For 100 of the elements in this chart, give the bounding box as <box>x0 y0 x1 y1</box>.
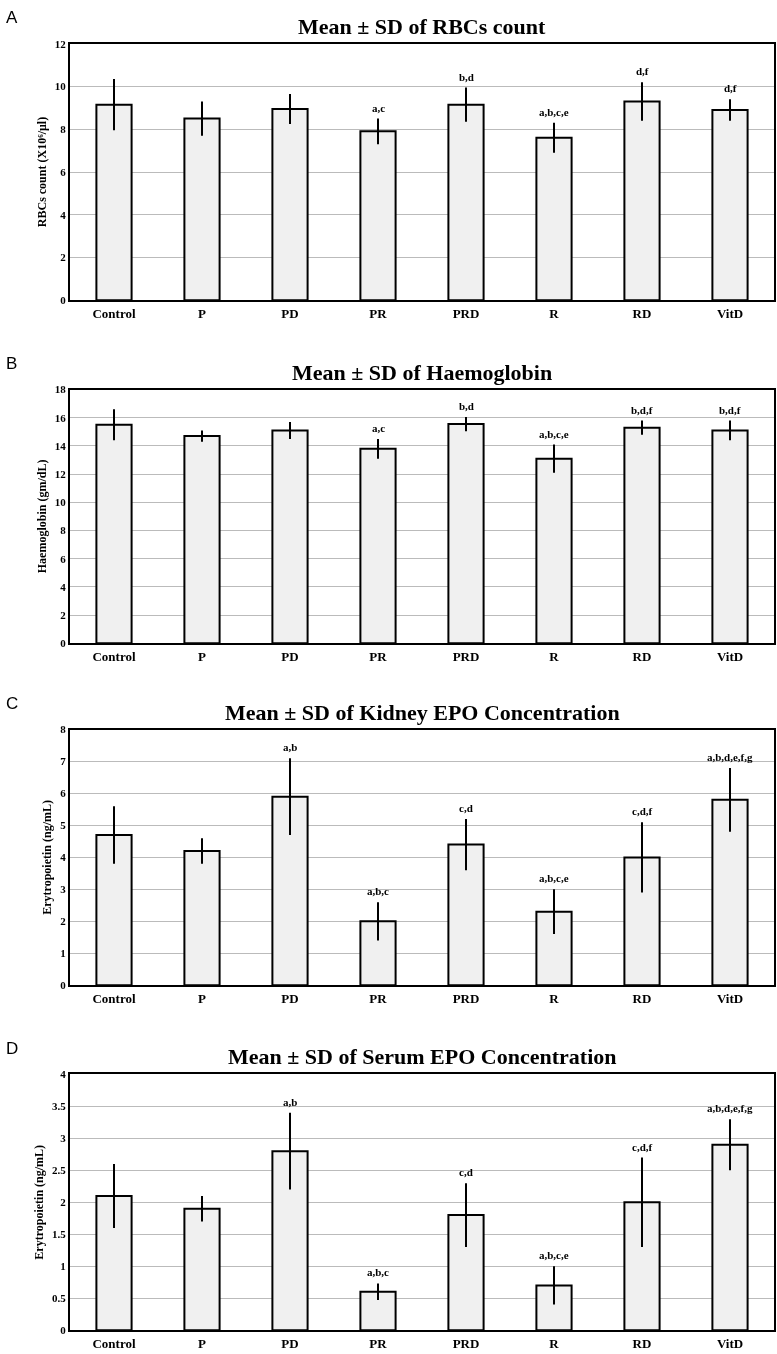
y-tick-label: 8 <box>60 524 67 537</box>
annotation: d,f <box>636 65 649 77</box>
x-tick-label: VitD <box>716 990 744 1006</box>
x-tick-label: R <box>549 648 560 664</box>
x-tick-label: Control <box>92 1335 136 1351</box>
x-tick-label: RD <box>632 305 652 321</box>
y-tick-label: 3 <box>60 1132 67 1145</box>
y-tick-label: 4 <box>60 851 67 864</box>
chart-title: Mean ± SD of Serum EPO Concentration <box>228 1044 617 1069</box>
x-tick-label: VitD <box>716 1335 744 1351</box>
x-tick-label: PD <box>281 1335 299 1351</box>
annotation: b,d <box>459 400 474 412</box>
y-tick-label: 7 <box>60 755 67 768</box>
annotation: a,b <box>283 741 298 753</box>
text: B <box>6 354 18 373</box>
chart-title: Mean ± SD of RBCs count <box>298 14 547 39</box>
y-tick-label: 10 <box>54 496 67 509</box>
y-tick-label: 1.5 <box>52 1228 67 1241</box>
y-tick-label: 6 <box>60 787 67 800</box>
x-tick-label: PD <box>281 305 299 321</box>
y-tick-label: 18 <box>54 383 67 396</box>
y-tick-label: 5 <box>60 819 67 832</box>
y-tick-label: 1 <box>60 1260 66 1273</box>
text: D <box>6 1039 19 1058</box>
y-axis-title: Haemoglobin (gm/dL) <box>34 459 49 574</box>
annotation: c,d,f <box>632 1141 653 1153</box>
y-tick-label: 0 <box>60 637 67 650</box>
y-tick-label: 2.5 <box>52 1164 67 1177</box>
x-tick-label: R <box>549 305 560 321</box>
y-tick-label: 4 <box>60 208 67 221</box>
y-tick-label: 12 <box>54 37 67 50</box>
annotation: a,b,c,e <box>539 428 569 440</box>
y-axis-title: RBCs count (X10⁶/μl) <box>34 116 49 228</box>
x-tick-label: PRD <box>452 1335 480 1351</box>
y-tick-label: 12 <box>54 468 67 480</box>
annotation: a,b <box>283 1096 298 1108</box>
text: C <box>6 694 19 713</box>
annotation: a,c <box>372 102 386 114</box>
x-tick-label: PR <box>369 1335 388 1351</box>
y-tick-label: 2 <box>60 1196 67 1209</box>
y-tick-label: 0 <box>60 979 67 992</box>
y-tick-label: 8 <box>60 123 67 136</box>
chart-title: Mean ± SD of Haemoglobin <box>292 360 553 385</box>
y-tick-label: 16 <box>54 411 67 424</box>
x-tick-label: Control <box>92 305 136 321</box>
annotation: b,d <box>459 71 474 83</box>
x-tick-label: RD <box>632 1335 652 1351</box>
annotation: a,b,c,e <box>539 106 569 118</box>
y-axis-title: Erytropoietin (ng/mL) <box>40 800 55 915</box>
x-tick-label: PRD <box>452 990 480 1006</box>
y-tick-label: 0.5 <box>52 1292 67 1305</box>
y-tick-label: 4 <box>60 580 67 593</box>
x-tick-label: P <box>198 648 207 664</box>
x-tick-label: R <box>549 1335 560 1351</box>
x-tick-label: VitD <box>716 648 744 664</box>
annotation: b,d,f <box>719 404 741 416</box>
y-tick-label: 10 <box>54 80 67 93</box>
y-tick-label: 6 <box>60 165 67 178</box>
y-tick-label: 0 <box>60 1324 67 1337</box>
x-tick-label: RD <box>632 990 652 1006</box>
text: A <box>6 8 18 27</box>
y-tick-label: 3 <box>60 883 67 896</box>
annotation: a,c <box>372 422 386 434</box>
chart-title: Mean ± SD of Kidney EPO Concentration <box>225 700 620 725</box>
y-tick-label: 4 <box>60 1068 67 1081</box>
x-tick-label: PD <box>281 648 299 664</box>
x-tick-label: Control <box>92 648 136 664</box>
x-tick-label: PRD <box>452 648 480 664</box>
annotation: c,d <box>459 802 473 814</box>
x-tick-label: PR <box>369 990 388 1006</box>
x-tick-label: P <box>198 1335 207 1351</box>
y-tick-label: 2 <box>60 251 67 264</box>
annotation: a,b,c,e <box>539 1249 569 1261</box>
y-tick-label: 3.5 <box>52 1100 67 1113</box>
annotation: a,b,c <box>367 1266 390 1278</box>
annotation: a,b,c,e <box>539 872 569 884</box>
x-tick-label: Control <box>92 990 136 1006</box>
annotation: c,d,f <box>632 805 653 817</box>
x-tick-label: P <box>198 990 207 1006</box>
annotation: a,b,c <box>367 885 390 897</box>
y-axis-title: Erytropoietin (ng/mL) <box>31 1144 46 1260</box>
x-tick-label: P <box>198 305 207 321</box>
y-tick-label: 0 <box>60 294 67 307</box>
x-tick-label: RD <box>632 648 652 664</box>
annotation: a,b,d,e,f,g <box>707 1102 754 1114</box>
y-tick-label: 8 <box>60 723 67 736</box>
x-tick-label: R <box>549 990 560 1006</box>
y-tick-label: 2 <box>60 608 67 621</box>
y-tick-label: 1 <box>60 947 66 960</box>
annotation: a,b,d,e,f,g <box>707 751 754 763</box>
y-tick-label: 6 <box>60 552 67 565</box>
x-tick-label: PD <box>281 990 299 1006</box>
x-tick-label: PR <box>369 648 388 664</box>
y-tick-label: 2 <box>60 915 67 928</box>
annotation: b,d,f <box>631 404 653 416</box>
y-tick-label: 14 <box>54 439 67 452</box>
x-tick-label: PR <box>369 305 388 321</box>
x-tick-label: PRD <box>452 305 480 321</box>
x-tick-label: VitD <box>716 305 744 321</box>
annotation: c,d <box>459 1166 473 1178</box>
